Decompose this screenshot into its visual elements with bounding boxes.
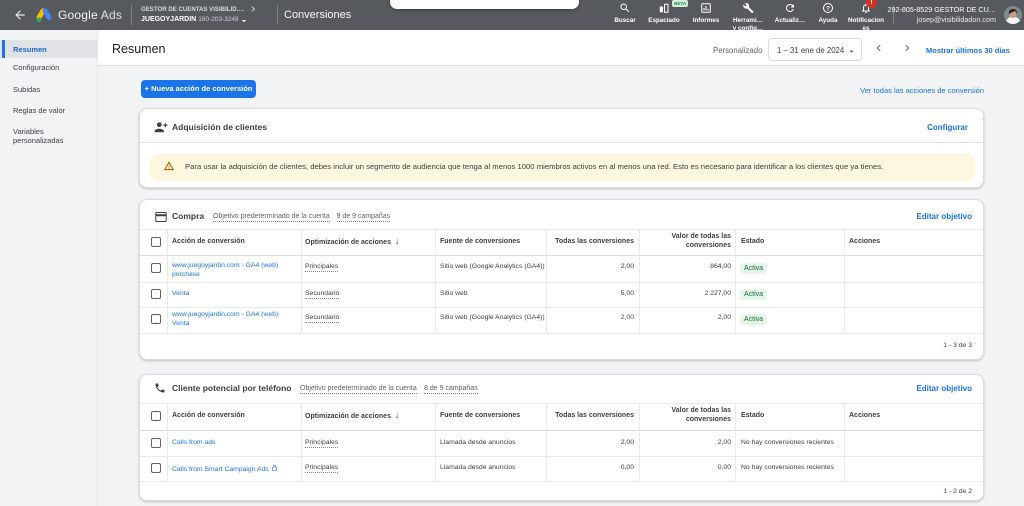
svg-text:?: ? <box>826 5 830 12</box>
